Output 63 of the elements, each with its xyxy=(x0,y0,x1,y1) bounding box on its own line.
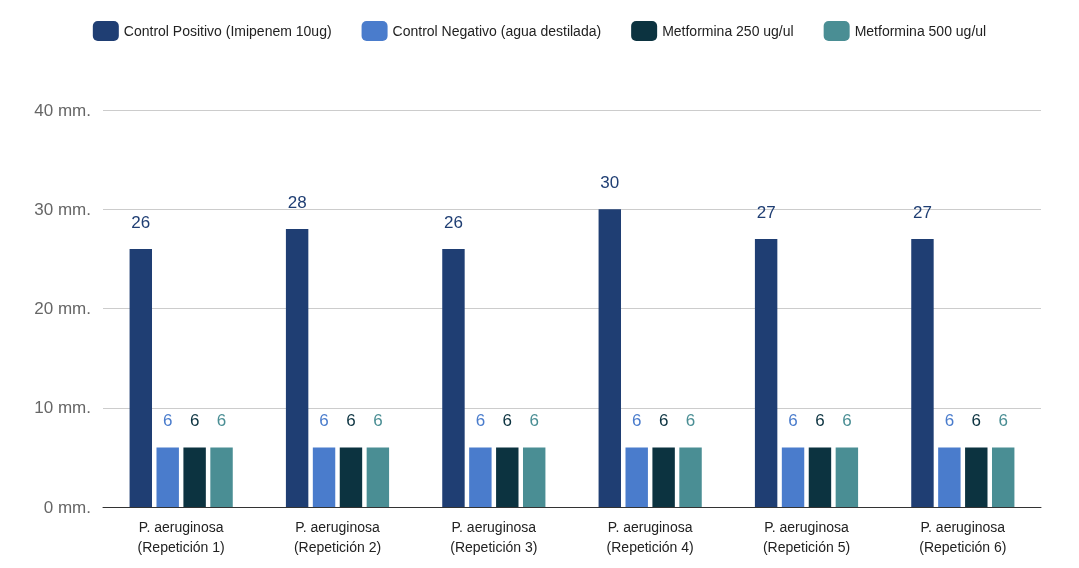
data-label: 6 xyxy=(216,411,227,431)
bar xyxy=(625,447,648,507)
bar xyxy=(938,447,961,507)
bar xyxy=(496,447,519,507)
x-tick-label: P. aeruginosa (Repetición 6) xyxy=(919,519,1007,555)
bar xyxy=(598,209,622,507)
bar xyxy=(312,447,336,507)
bar xyxy=(156,447,179,507)
bar xyxy=(991,447,1015,507)
data-label: 6 xyxy=(971,411,982,431)
y-tick-label: 30 mm. xyxy=(34,199,91,219)
x-tick-label: P. aeruginosa (Repetición 3) xyxy=(450,519,538,555)
bar xyxy=(679,447,702,507)
x-tick-label: P. aeruginosa (Repetición 5) xyxy=(762,519,851,555)
data-label: 6 xyxy=(346,411,356,431)
bar xyxy=(442,248,465,507)
data-label: 6 xyxy=(998,411,1008,431)
bar xyxy=(911,239,934,507)
legend-label: Control Negativo (agua destilada) xyxy=(392,23,602,39)
data-label: 6 xyxy=(842,411,852,431)
bar xyxy=(522,447,546,507)
data-label: 27 xyxy=(913,203,932,223)
bar xyxy=(129,248,153,507)
data-label: 6 xyxy=(631,411,642,431)
data-label: 28 xyxy=(287,193,307,213)
bar xyxy=(754,239,778,507)
data-label: 6 xyxy=(529,411,539,431)
y-tick-label: 10 mm. xyxy=(34,398,91,418)
bar xyxy=(366,447,390,507)
data-label: 6 xyxy=(373,411,383,431)
bar xyxy=(469,447,492,507)
bar xyxy=(808,447,832,507)
data-label: 6 xyxy=(189,411,200,431)
data-label: 26 xyxy=(131,212,151,232)
x-tick-label: P. aeruginosa (Repetición 2) xyxy=(293,519,382,555)
bar xyxy=(210,447,233,507)
x-tick-label: P. aeruginosa (Repetición 1) xyxy=(137,519,225,555)
bar xyxy=(339,447,363,507)
legend-label: Metformina 500 ug/ul xyxy=(854,23,987,39)
bar xyxy=(183,447,206,507)
data-label: 30 xyxy=(600,173,620,193)
legend-label: Control Positivo (Imipenem 10ug) xyxy=(123,23,332,39)
data-label: 6 xyxy=(815,411,825,431)
y-tick-label: 40 mm. xyxy=(34,100,91,120)
data-label: 6 xyxy=(502,411,513,431)
bar xyxy=(285,229,309,507)
data-label: 6 xyxy=(162,411,173,431)
data-label: 6 xyxy=(319,411,329,431)
bar xyxy=(652,447,675,507)
data-label: 6 xyxy=(658,411,669,431)
bar xyxy=(965,447,988,507)
data-label: 6 xyxy=(685,411,696,431)
data-label: 6 xyxy=(475,411,486,431)
x-tick-label: P. aeruginosa (Repetición 4) xyxy=(606,519,694,555)
legend-label: Metformina 250 ug/ul xyxy=(662,23,794,39)
bar xyxy=(781,447,805,507)
bar xyxy=(835,447,859,507)
y-tick-label: 20 mm. xyxy=(34,299,91,318)
y-tick-label: 0 mm. xyxy=(43,497,91,517)
data-label: 6 xyxy=(788,411,798,431)
data-label: 27 xyxy=(756,203,776,223)
data-label: 6 xyxy=(944,411,955,431)
data-label: 26 xyxy=(444,212,463,232)
